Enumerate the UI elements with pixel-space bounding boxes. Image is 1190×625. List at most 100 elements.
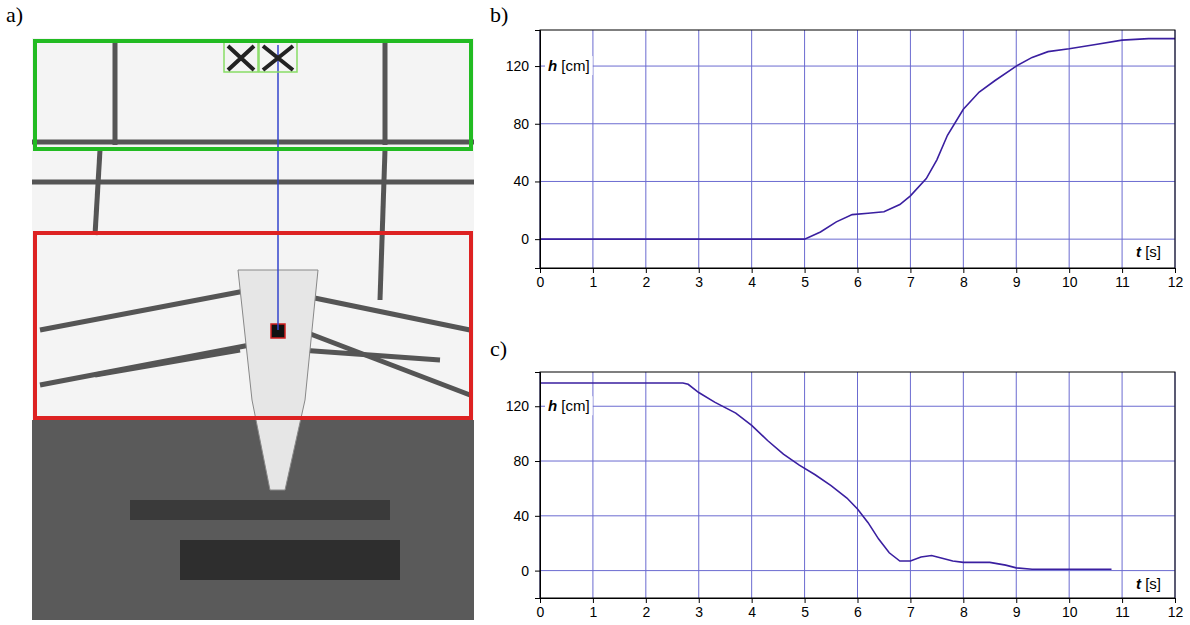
photo-structure bbox=[113, 42, 118, 145]
photo-structure bbox=[383, 42, 388, 145]
x-tick-mark bbox=[910, 268, 911, 273]
y-tick-mark bbox=[535, 124, 540, 125]
y-tick-label: 0 bbox=[521, 231, 529, 247]
figure: a)012345678910111204080120h [cm]t [s]b)0… bbox=[0, 0, 1190, 625]
y-tick-mark bbox=[535, 239, 540, 240]
x-axis-title-group: t [s] bbox=[1133, 242, 1164, 261]
y-tick: 40 bbox=[513, 173, 540, 189]
photo-structure bbox=[40, 345, 250, 385]
x-tick: 3 bbox=[695, 268, 703, 290]
x-axis-line bbox=[541, 599, 1176, 604]
panel-label: a) bbox=[6, 2, 23, 27]
x-axis-title: t [s] bbox=[1136, 243, 1161, 260]
y-tick-label: 40 bbox=[513, 173, 529, 189]
photo-floor bbox=[32, 420, 474, 620]
x-tick: 11 bbox=[1115, 268, 1130, 290]
y-grid-line bbox=[540, 406, 1175, 407]
y-grid-line bbox=[540, 461, 1175, 462]
x-tick-label: 8 bbox=[960, 274, 968, 290]
x-tick-label: 10 bbox=[1062, 274, 1078, 290]
x-axis-title-background bbox=[1133, 242, 1164, 261]
x-tick-mark bbox=[646, 268, 647, 273]
x-tick-mark bbox=[699, 598, 700, 603]
x-axis: 0123456789101112 bbox=[537, 268, 1184, 290]
x-tick-mark bbox=[646, 598, 647, 603]
x-tick-mark bbox=[1069, 598, 1070, 603]
y-axis: 04080120 bbox=[506, 31, 541, 269]
x-tick: 9 bbox=[1013, 598, 1021, 620]
x-tick: 10 bbox=[1062, 268, 1078, 290]
cross-box bbox=[259, 42, 297, 72]
cross-marker bbox=[228, 46, 254, 70]
x-tick-mark bbox=[1122, 268, 1123, 273]
y-grid-line bbox=[540, 123, 1175, 124]
y-axis-line bbox=[535, 373, 541, 599]
photo-springs bbox=[130, 500, 390, 520]
y-tick: 0 bbox=[521, 231, 540, 247]
x-tick-label: 2 bbox=[642, 604, 650, 620]
x-tick: 4 bbox=[748, 268, 756, 290]
x-tick: 5 bbox=[801, 598, 809, 620]
grid bbox=[540, 372, 1175, 598]
x-tick: 2 bbox=[642, 598, 650, 620]
data-line bbox=[540, 39, 1175, 239]
y-grid-line bbox=[540, 570, 1175, 571]
y-axis-title-unit: [cm] bbox=[557, 57, 590, 74]
photo-structure bbox=[32, 140, 474, 145]
x-tick-label: 10 bbox=[1062, 604, 1078, 620]
photo-structure bbox=[95, 150, 100, 235]
x-tick-label: 1 bbox=[590, 274, 598, 290]
y-axis-title-group: h [cm] bbox=[545, 56, 593, 75]
x-tick-label: 4 bbox=[748, 604, 756, 620]
y-tick-mark bbox=[535, 516, 540, 517]
chart: 012345678910111204080120h [cm]t [s] bbox=[506, 30, 1184, 290]
x-tick: 8 bbox=[960, 598, 968, 620]
image-panel: a) bbox=[6, 2, 474, 620]
x-tick-label: 2 bbox=[642, 274, 650, 290]
x-tick: 5 bbox=[801, 268, 809, 290]
y-tick-label: 120 bbox=[506, 398, 530, 414]
y-axis-title: h [cm] bbox=[548, 397, 590, 414]
y-tick-mark bbox=[535, 461, 540, 462]
photo-structure bbox=[300, 330, 470, 395]
y-grid-line bbox=[540, 515, 1175, 516]
x-tick: 6 bbox=[854, 598, 862, 620]
photo-springs bbox=[180, 540, 400, 580]
x-tick: 9 bbox=[1013, 268, 1021, 290]
y-tick: 40 bbox=[513, 508, 540, 524]
x-tick-label: 4 bbox=[748, 274, 756, 290]
x-axis-title-unit: [s] bbox=[1141, 243, 1161, 260]
x-tick-label: 12 bbox=[1168, 604, 1184, 620]
x-tick: 3 bbox=[695, 598, 703, 620]
y-tick-mark bbox=[535, 406, 540, 407]
x-tick-mark bbox=[805, 268, 806, 273]
plot-frame bbox=[540, 372, 1175, 598]
plot-area bbox=[540, 383, 1112, 569]
photo-background bbox=[32, 38, 474, 620]
cross-box bbox=[224, 42, 258, 72]
x-axis-title: t [s] bbox=[1136, 575, 1161, 592]
y-axis-line bbox=[535, 31, 541, 269]
y-tick-label: 40 bbox=[513, 508, 529, 524]
x-axis-title-group: t [s] bbox=[1133, 574, 1164, 593]
data-line bbox=[540, 383, 1112, 569]
x-tick-mark bbox=[1122, 598, 1123, 603]
x-tick: 12 bbox=[1168, 598, 1184, 620]
photo-structure bbox=[40, 290, 250, 330]
x-tick-mark bbox=[910, 598, 911, 603]
x-tick: 11 bbox=[1115, 598, 1130, 620]
y-tick: 80 bbox=[513, 453, 540, 469]
y-tick-label: 80 bbox=[513, 453, 529, 469]
y-tick: 0 bbox=[521, 563, 540, 579]
x-tick-mark bbox=[963, 598, 964, 603]
x-tick-mark bbox=[752, 598, 753, 603]
x-tick-label: 11 bbox=[1115, 604, 1130, 620]
y-grid-line bbox=[540, 66, 1175, 67]
y-tick: 120 bbox=[506, 398, 540, 414]
x-tick-mark bbox=[858, 268, 859, 273]
x-tick-label: 6 bbox=[854, 604, 862, 620]
grid bbox=[540, 30, 1175, 268]
x-tick-mark bbox=[699, 268, 700, 273]
panel-label: c) bbox=[490, 336, 507, 361]
x-axis: 0123456789101112 bbox=[537, 598, 1184, 620]
